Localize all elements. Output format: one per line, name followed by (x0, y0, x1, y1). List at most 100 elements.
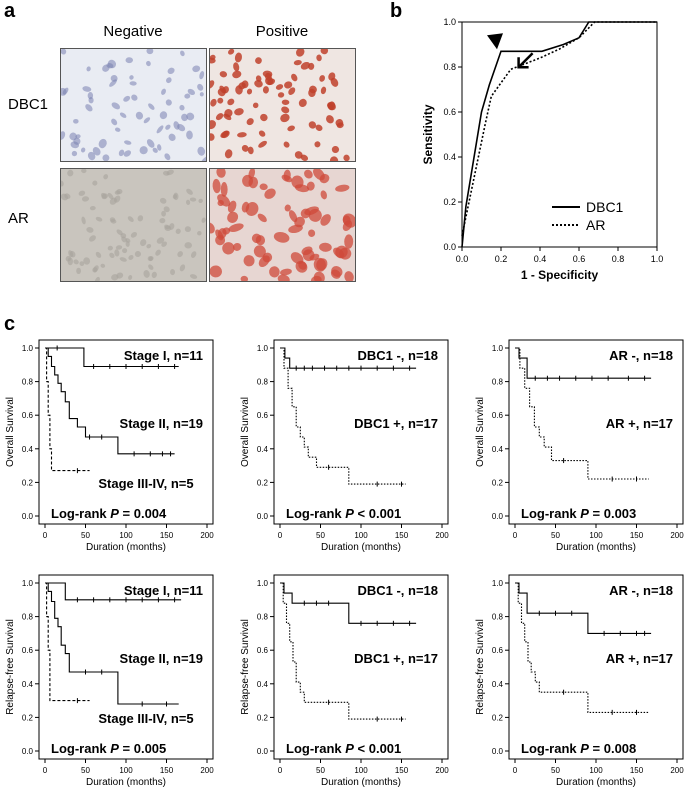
ihc-nucleus (147, 256, 153, 262)
ihc-nucleus (300, 61, 311, 70)
ihc-nucleus (280, 113, 290, 123)
km-series-label: DBC1 +, n=17 (354, 651, 438, 666)
km-y-tick-label: 0.2 (22, 478, 34, 487)
km-y-tick-label: 0.6 (492, 411, 504, 420)
km-series-label: Stage I, n=11 (124, 348, 203, 363)
km-logrank-value: = 0.004 (119, 506, 167, 521)
ihc-nucleus (118, 149, 125, 157)
ihc-nucleus (73, 118, 79, 124)
km-y-tick-label: 0.4 (22, 680, 34, 689)
ihc-nucleus (320, 190, 328, 200)
ihc-nucleus (61, 193, 69, 201)
col-head-negative: Negative (103, 23, 163, 40)
km-x-tick-label: 100 (119, 531, 133, 540)
km-y-tick-label: 0.6 (22, 411, 34, 420)
ihc-nucleus (277, 92, 285, 98)
ihc-nucleus (258, 130, 266, 137)
km-logrank-prefix: Log-rank (51, 741, 110, 756)
ihc-nucleus (320, 49, 329, 55)
ihc-nucleus (296, 49, 305, 57)
ihc-nucleus (111, 102, 121, 110)
roc-legend-label-ar: AR (586, 217, 605, 233)
ihc-nucleus (220, 130, 229, 138)
ihc-nucleus (283, 141, 290, 148)
ihc-nucleus (252, 102, 259, 109)
ihc-nucleus (241, 80, 249, 89)
km-curve (515, 582, 652, 634)
ihc-nucleus (328, 72, 336, 81)
ihc-nucleus (319, 75, 325, 82)
ihc-nucleus (316, 54, 322, 62)
km-x-axis-label: Duration (months) (86, 777, 166, 788)
ihc-nucleus (110, 74, 118, 82)
ihc-nucleus (155, 249, 161, 256)
ihc-nucleus (257, 213, 267, 223)
ihc-nucleus (222, 242, 235, 255)
km-x-tick-label: 50 (316, 531, 325, 540)
km-x-tick-label: 150 (160, 766, 174, 775)
ihc-nucleus (85, 104, 93, 112)
ihc-background (210, 169, 355, 281)
ihc-nucleus (177, 251, 183, 258)
ihc-nucleus (175, 228, 181, 235)
roc-arrow-ar-shaft (517, 52, 534, 69)
ihc-nucleus (161, 88, 166, 95)
ihc-nucleus (210, 54, 216, 61)
roc-x-axis-label: 1 - Specificity (521, 268, 599, 282)
ihc-nucleus (246, 118, 254, 126)
ihc-nucleus (319, 242, 332, 252)
ihc-nucleus (101, 193, 109, 200)
ihc-nucleus (248, 176, 259, 189)
ihc-image-ar-negative (60, 168, 207, 282)
km-y-tick-label: 0.0 (492, 512, 504, 521)
km-plot-frame (508, 339, 684, 525)
km-logrank-prefix: Log-rank (521, 506, 580, 521)
ihc-nucleus (73, 259, 79, 265)
roc-x-tick-label: 1.0 (651, 254, 664, 264)
km-y-tick-label: 0.8 (22, 613, 34, 622)
ihc-nucleus (210, 222, 215, 234)
km-y-tick-label: 0.6 (22, 646, 34, 655)
ihc-ar-positive-texture (210, 169, 355, 281)
ihc-nucleus (186, 188, 193, 195)
km-x-tick-label: 200 (435, 531, 449, 540)
ihc-nucleus (100, 263, 106, 268)
ihc-nucleus (258, 140, 267, 148)
ihc-nucleus (62, 87, 69, 95)
ihc-nucleus (197, 146, 206, 156)
roc-y-axis-label: Sensitivity (421, 104, 435, 164)
km-x-tick-label: 150 (395, 531, 409, 540)
ihc-nucleus (293, 60, 302, 66)
km-x-tick-label: 100 (354, 531, 368, 540)
ihc-nucleus (163, 206, 170, 213)
ihc-nucleus (291, 175, 304, 189)
ihc-nucleus (308, 88, 316, 98)
km-logrank-prefix: Log-rank (521, 741, 580, 756)
km-series-label: AR +, n=17 (606, 651, 673, 666)
ihc-nucleus (179, 104, 185, 111)
roc-curve-ar (461, 21, 657, 236)
km-y-tick-label: 0.2 (492, 713, 504, 722)
km-x-tick-label: 150 (160, 531, 174, 540)
ihc-nucleus (313, 169, 325, 181)
km-x-tick-label: 0 (278, 766, 283, 775)
ihc-nucleus (109, 252, 115, 259)
panel-letter-c: c (4, 313, 16, 335)
ihc-nucleus (232, 242, 242, 251)
km-series-label: Stage III-IV, n=5 (98, 711, 193, 726)
ihc-nucleus (164, 224, 170, 230)
roc-x-tick-label: 0.2 (495, 254, 508, 264)
ihc-nucleus (210, 265, 222, 278)
km-logrank-value: = 0.005 (119, 741, 166, 756)
ihc-nucleus (134, 250, 141, 258)
ihc-nucleus (217, 97, 224, 104)
roc-plot-frame (461, 21, 658, 248)
ihc-nucleus (224, 149, 233, 159)
km-y-tick-label: 0.2 (22, 713, 34, 722)
ihc-nucleus (298, 98, 307, 108)
ihc-nucleus (198, 198, 203, 204)
km-logrank-text: Log-rank P = 0.005 (51, 741, 166, 756)
ihc-nucleus (122, 248, 128, 254)
ihc-nucleus (246, 88, 253, 95)
km-curve (280, 582, 406, 720)
